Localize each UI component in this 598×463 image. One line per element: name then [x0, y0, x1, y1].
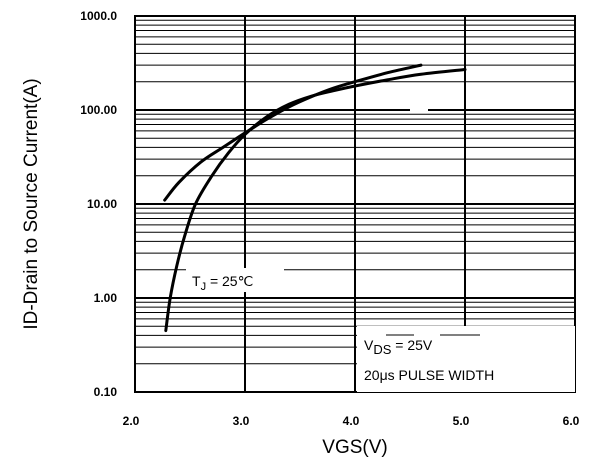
vds-rest: = 25V: [391, 337, 433, 353]
pulse-width-label: 20μs PULSE WIDTH: [364, 367, 494, 383]
plot-frame: [134, 15, 576, 393]
annotation-tj: TJ = 25℃: [186, 268, 284, 293]
tj-rest: = 25℃: [206, 273, 253, 289]
annotation-conditions: VDS = 25V 20μs PULSE WIDTH: [357, 326, 575, 392]
y-tick-label: 10.00: [87, 197, 117, 211]
y-tick-label: 1.00: [94, 291, 118, 305]
x-tick-label: 5.0: [453, 414, 470, 428]
y-tick-label: 100.00: [80, 103, 117, 117]
y-axis-title: ID-Drain to Source Current(A): [21, 78, 42, 329]
x-tick-label: 6.0: [563, 414, 580, 428]
tj-sub: J: [201, 281, 207, 293]
series-line-2: [164, 67, 467, 333]
x-tick-label: 2.0: [123, 414, 140, 428]
series-line-1: [163, 63, 423, 202]
vds-sub: DS: [373, 342, 391, 357]
x-tick-label: 3.0: [233, 414, 250, 428]
x-axis-title: VGS(V): [322, 437, 387, 458]
svg-text:VDS = 25V: VDS = 25V: [364, 337, 433, 357]
svg-text:TJ = 25℃: TJ = 25℃: [192, 273, 253, 293]
vds-label: V: [364, 337, 374, 353]
tj-label: T: [192, 273, 201, 289]
y-tick-label: 0.10: [94, 385, 118, 399]
grid-gap: [410, 97, 428, 111]
y-tick-label: 1000.0: [80, 9, 117, 23]
series-group: [163, 63, 467, 333]
x-tick-label: 4.0: [343, 414, 360, 428]
x-tick-labels: 2.0 3.0 4.0 5.0 6.0: [123, 414, 580, 428]
y-tick-labels: 0.10 1.00 10.00 100.00 1000.0: [80, 9, 117, 399]
